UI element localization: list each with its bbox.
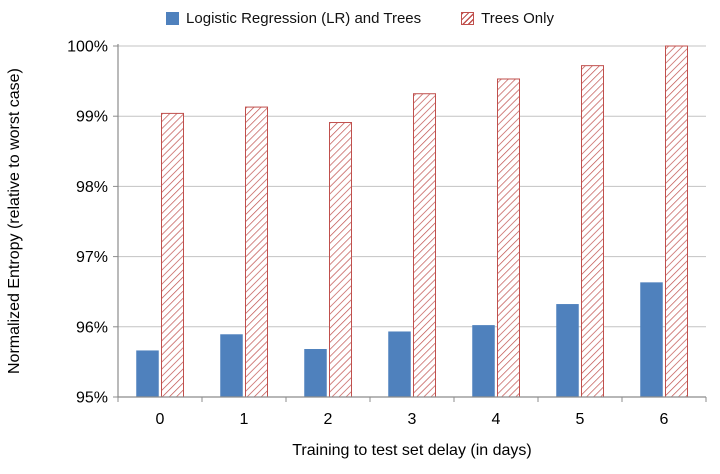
legend-item-trees-only: Trees Only (461, 10, 554, 27)
legend-swatch-trees-only (461, 12, 475, 25)
legend-label-lr-trees: Logistic Regression (LR) and Trees (186, 10, 422, 27)
chart-legend: Logistic Regression (LR) and Trees Trees… (0, 10, 720, 27)
legend-label-trees-only: Trees Only (481, 10, 554, 27)
gridlines (118, 45, 706, 328)
y-tick-label-95: 95% (76, 390, 108, 407)
x-tick-label-3: 3 (408, 411, 417, 428)
bar-trees-only-day4 (497, 78, 520, 398)
bar-trees-only-day2 (329, 122, 352, 398)
y-tick-label-99: 99% (76, 109, 108, 126)
bar-trees-only-day5 (581, 65, 604, 398)
x-tick-label-0: 0 (156, 411, 165, 428)
tick-labels: 95% 96% 97% 98% 99% 100% 0 1 2 3 4 5 6 (67, 39, 668, 429)
bar-lr-trees-day3 (388, 331, 411, 398)
bar-lr-trees-day5 (556, 304, 579, 398)
x-axis-title: Training to test set delay (in days) (292, 442, 532, 459)
x-tick-label-6: 6 (660, 411, 669, 428)
x-tick-label-2: 2 (324, 411, 333, 428)
bar-trees-only-day6 (665, 45, 688, 398)
bars (136, 45, 688, 398)
axes (113, 44, 707, 402)
bar-lr-trees-day2 (304, 349, 327, 398)
y-tick-label-100: 100% (67, 39, 108, 56)
legend-swatch-lr-trees (166, 12, 180, 25)
bar-lr-trees-day0 (136, 350, 159, 398)
y-tick-label-96: 96% (76, 319, 108, 336)
y-tick-label-98: 98% (76, 179, 108, 196)
bar-lr-trees-day4 (472, 325, 495, 398)
bar-lr-trees-day1 (220, 334, 243, 398)
bar-trees-only-day3 (413, 93, 436, 398)
bar-trees-only-day1 (245, 106, 268, 398)
bar-trees-only-day0 (161, 112, 184, 398)
x-tick-label-4: 4 (492, 411, 501, 428)
y-tick-label-97: 97% (76, 249, 108, 266)
bar-lr-trees-day6 (640, 282, 663, 398)
x-tick-label-5: 5 (576, 411, 585, 428)
x-tick-label-1: 1 (240, 411, 249, 428)
legend-item-lr-trees: Logistic Regression (LR) and Trees (166, 10, 421, 27)
